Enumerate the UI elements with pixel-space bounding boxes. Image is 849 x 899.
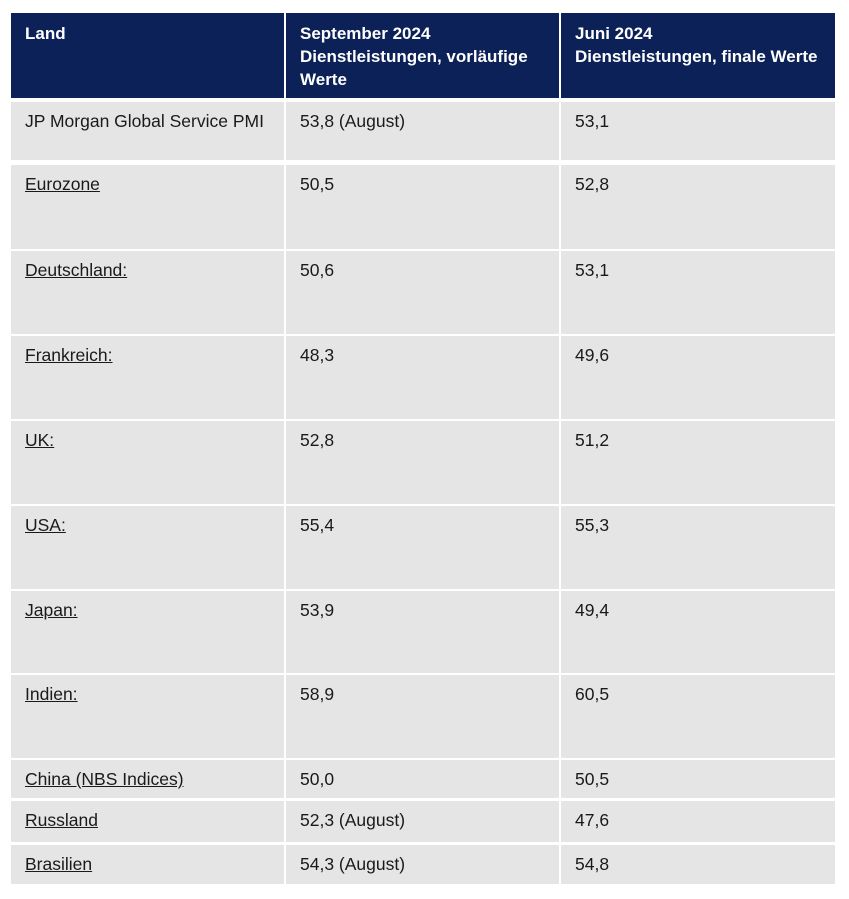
cell-text: 53,1 [575, 111, 610, 131]
table-cell: Russland [11, 801, 284, 842]
country-link[interactable]: China (NBS Indices) [25, 769, 184, 789]
cell-text: 54,8 [575, 854, 610, 874]
table-cell: Japan: [11, 591, 284, 673]
table-cell: JP Morgan Global Service PMI [11, 102, 284, 160]
country-link[interactable]: Frankreich: [25, 345, 113, 365]
table-cell: 49,4 [561, 591, 835, 673]
header-cell: September 2024 Dienstleistungen, vorläufi… [286, 13, 559, 98]
cell-text: 48,3 [300, 345, 335, 365]
table-cell: 60,5 [561, 675, 835, 758]
cell-text: 52,8 [575, 174, 610, 194]
table-cell: 49,6 [561, 336, 835, 419]
table-cell: UK: [11, 421, 284, 504]
header-cell: Juni 2024 Dienstleistungen, finale Werte [561, 13, 835, 98]
cell-text: 50,6 [300, 260, 335, 280]
cell-text: 54,3 (August) [300, 854, 406, 874]
table-cell: 50,5 [286, 165, 559, 249]
table-cell: 50,6 [286, 251, 559, 334]
table-cell: 53,8 (August) [286, 102, 559, 160]
table-cell: Indien: [11, 675, 284, 758]
table-cell: 53,1 [561, 102, 835, 160]
cell-text: 50,5 [300, 174, 335, 194]
country-link[interactable]: Eurozone [25, 174, 100, 194]
country-link[interactable]: Russland [25, 810, 98, 830]
header-title: Juni 2024 [575, 24, 653, 43]
cell-text: 53,8 (August) [300, 111, 406, 131]
cell-text: 49,4 [575, 600, 610, 620]
table-cell: 52,8 [561, 165, 835, 249]
cell-text: 47,6 [575, 810, 610, 830]
header-cell: Land [11, 13, 284, 98]
cell-text: 53,9 [300, 600, 335, 620]
cell-text: 53,1 [575, 260, 610, 280]
cell-text: 60,5 [575, 684, 610, 704]
table-cell: 51,2 [561, 421, 835, 504]
table-cell: USA: [11, 506, 284, 589]
table-cell: 54,3 (August) [286, 845, 559, 884]
table-cell: 54,8 [561, 845, 835, 884]
table-cell: Brasilien [11, 845, 284, 884]
header-subtitle: Dienstleistungen, finale Werte [575, 47, 818, 66]
country-link[interactable]: UK: [25, 430, 55, 450]
table-cell: 52,3 (August) [286, 801, 559, 842]
table-cell: 55,3 [561, 506, 835, 589]
cell-text: 49,6 [575, 345, 610, 365]
header-title: September 2024 [300, 24, 431, 43]
table-cell: 47,6 [561, 801, 835, 842]
country-link[interactable]: Brasilien [25, 854, 93, 874]
cell-text: 52,8 [300, 430, 335, 450]
cell-text: 52,3 (August) [300, 810, 406, 830]
table-cell: 58,9 [286, 675, 559, 758]
country-link[interactable]: Indien: [25, 684, 78, 704]
table-cell: 50,5 [561, 760, 835, 798]
table-cell: 53,1 [561, 251, 835, 334]
table-cell: 48,3 [286, 336, 559, 419]
table-cell: Frankreich: [11, 336, 284, 419]
header-title: Land [25, 24, 66, 43]
header-subtitle: Dienstleistungen, vorläufige Werte [300, 47, 528, 89]
country-link[interactable]: Japan: [25, 600, 78, 620]
table-cell: 55,4 [286, 506, 559, 589]
cell-text: 58,9 [300, 684, 335, 704]
cell-text: 55,4 [300, 515, 335, 535]
cell-text: 50,0 [300, 769, 335, 789]
table-cell: 50,0 [286, 760, 559, 798]
country-link[interactable]: USA: [25, 515, 66, 535]
cell-text: 51,2 [575, 430, 610, 450]
cell-text: 55,3 [575, 515, 610, 535]
country-link[interactable]: Deutschland: [25, 260, 128, 280]
cell-text: JP Morgan Global Service PMI [25, 111, 264, 131]
cell-text: 50,5 [575, 769, 610, 789]
table-cell: Deutschland: [11, 251, 284, 334]
table-cell: China (NBS Indices) [11, 760, 284, 798]
table-cell: 52,8 [286, 421, 559, 504]
table-cell: Eurozone [11, 165, 284, 249]
table-cell: 53,9 [286, 591, 559, 673]
